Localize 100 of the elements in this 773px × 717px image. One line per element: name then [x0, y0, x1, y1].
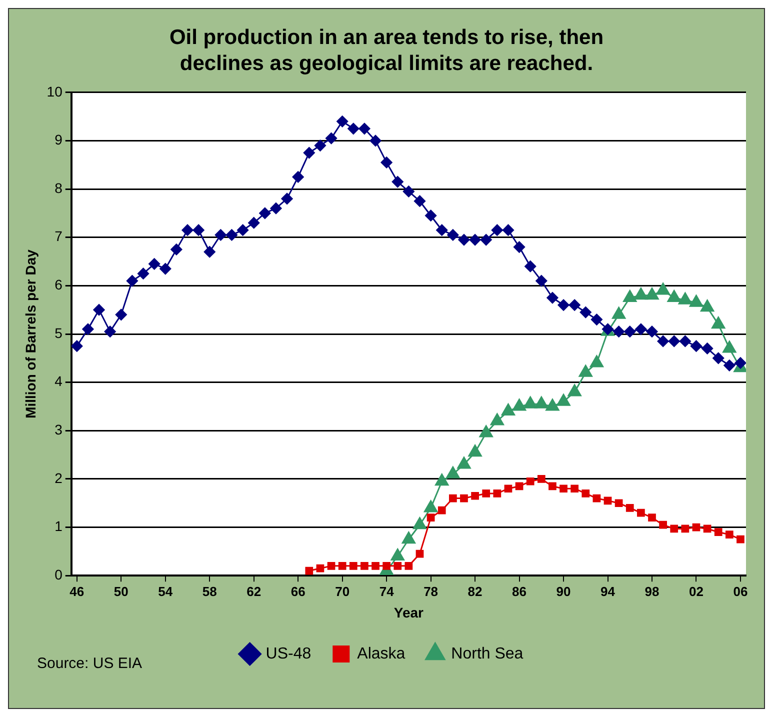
point: [448, 494, 457, 502]
point: [714, 528, 722, 536]
y-tick-label: 4: [54, 373, 63, 390]
x-tick-label: 58: [202, 584, 217, 599]
point: [394, 562, 402, 570]
y-axis-title: Million of Barrels per Day: [22, 249, 38, 418]
x-axis-title: Year: [394, 604, 424, 620]
point: [305, 566, 314, 575]
point: [634, 288, 648, 300]
point: [512, 398, 526, 411]
x-tick-label: 66: [290, 584, 306, 599]
legend-label: Alaska: [357, 645, 406, 662]
point: [614, 499, 623, 508]
point: [438, 506, 446, 514]
point: [524, 396, 538, 408]
point: [568, 384, 582, 396]
point: [404, 562, 413, 570]
y-tick-label: 3: [54, 422, 63, 438]
point: [327, 562, 336, 570]
point: [667, 290, 681, 302]
y-tick-label: 0: [54, 566, 63, 582]
point: [424, 500, 438, 512]
point: [590, 355, 604, 368]
legend-label: North Sea: [451, 645, 524, 662]
x-tick-label: 50: [114, 584, 128, 599]
point: [446, 466, 460, 478]
point: [479, 425, 493, 438]
point: [626, 504, 634, 512]
legend-label: US-48: [266, 645, 312, 662]
point: [689, 294, 704, 307]
point: [493, 490, 502, 498]
point: [645, 288, 659, 300]
point: [556, 394, 570, 406]
point: [349, 562, 358, 570]
point: [700, 300, 714, 312]
point: [670, 524, 678, 533]
point: [537, 475, 546, 483]
x-tick-label: 06: [733, 584, 748, 599]
point: [703, 524, 712, 533]
point: [360, 562, 368, 570]
x-tick-label: 98: [644, 584, 660, 599]
y-tick-label: 6: [54, 276, 63, 293]
point: [468, 444, 482, 457]
point: [712, 316, 726, 329]
point: [592, 494, 601, 502]
point: [722, 340, 736, 353]
x-tick-label: 82: [468, 584, 482, 599]
point: [338, 562, 346, 570]
x-tick-label: 94: [600, 584, 616, 599]
x-tick-label: 46: [70, 584, 84, 599]
y-tick-label: 7: [54, 228, 63, 244]
x-tick-label: 90: [556, 584, 571, 599]
point: [460, 494, 468, 502]
point: [548, 482, 556, 490]
point: [725, 530, 734, 538]
point: [435, 474, 449, 486]
x-tick-label: 54: [158, 584, 174, 599]
point: [612, 306, 626, 319]
y-tick-label: 2: [54, 470, 63, 486]
point: [416, 550, 424, 558]
x-tick-label: 02: [689, 584, 704, 599]
point: [678, 292, 692, 304]
point: [656, 282, 670, 295]
point: [471, 492, 479, 500]
point: [736, 535, 744, 544]
point: [623, 290, 637, 302]
point: [526, 477, 534, 486]
y-tick-label: 5: [54, 324, 63, 341]
x-tick-label: 78: [424, 584, 438, 599]
point: [648, 514, 656, 522]
point: [501, 404, 516, 416]
point: [412, 517, 427, 530]
x-tick-label: 74: [379, 584, 395, 599]
y-tick-label: 8: [54, 180, 63, 196]
point: [681, 524, 690, 533]
point: [578, 364, 592, 377]
point: [490, 413, 504, 426]
point: [482, 490, 490, 498]
point: [604, 496, 612, 505]
x-tick-label: 86: [512, 584, 527, 599]
point: [534, 396, 548, 408]
y-tick-label: 10: [46, 83, 63, 100]
point: [637, 508, 645, 517]
point: [515, 482, 524, 490]
point: [659, 520, 667, 529]
point: [457, 456, 471, 469]
x-tick-label: 62: [246, 584, 262, 599]
chart-title: Oil production in an area tends to rise, then declines as geological limits are reached.: [168, 25, 605, 77]
point: [382, 562, 390, 570]
point: [316, 564, 324, 572]
point: [504, 484, 512, 493]
x-tick-label: 70: [335, 584, 350, 599]
point: [426, 514, 435, 522]
point: [546, 398, 560, 411]
point: [582, 490, 590, 498]
source-note: Source: US EIA: [37, 655, 142, 672]
point: [372, 562, 380, 570]
y-tick-label: 1: [54, 518, 63, 534]
y-tick-label: 9: [54, 132, 63, 148]
point: [692, 523, 700, 532]
